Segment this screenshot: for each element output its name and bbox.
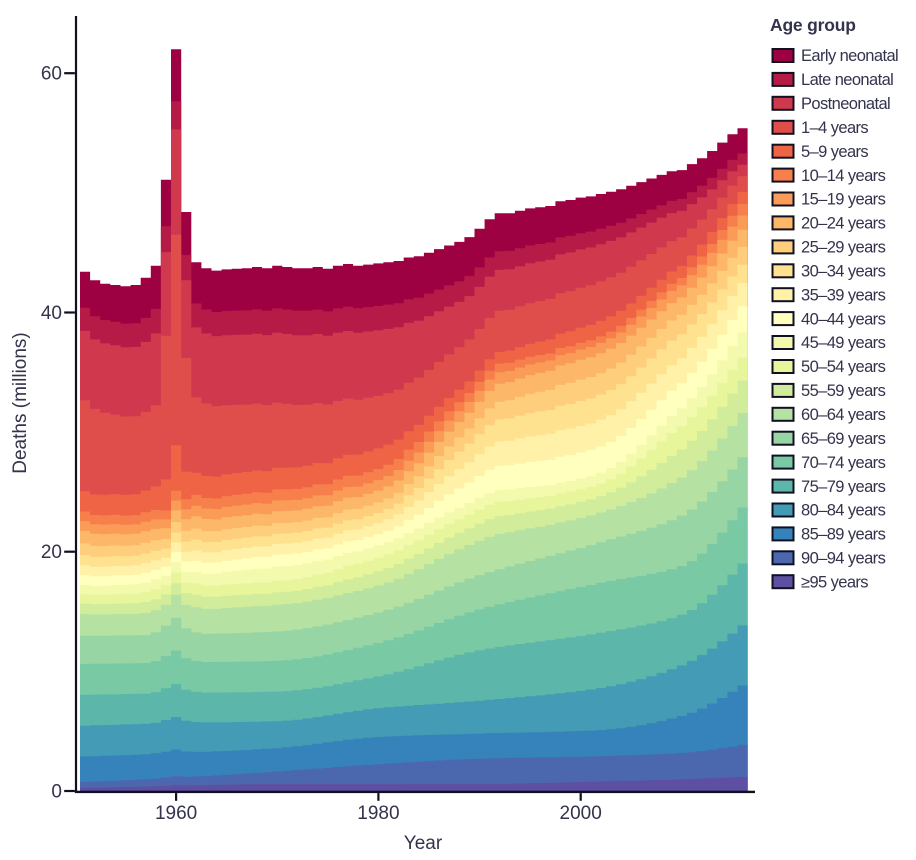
svg-text:10–14 years: 10–14 years	[801, 167, 886, 185]
svg-text:Year: Year	[404, 833, 443, 854]
svg-text:75–79 years: 75–79 years	[801, 478, 886, 496]
svg-text:Deaths (millions): Deaths (millions)	[10, 332, 31, 473]
svg-text:0: 0	[51, 782, 62, 803]
svg-text:90–94 years: 90–94 years	[801, 550, 886, 568]
svg-text:Postneonatal: Postneonatal	[801, 95, 890, 113]
svg-text:60–64 years: 60–64 years	[801, 406, 886, 424]
svg-text:1980: 1980	[357, 803, 399, 824]
svg-text:30–34 years: 30–34 years	[801, 263, 886, 281]
svg-text:80–84 years: 80–84 years	[801, 502, 886, 520]
svg-text:25–29 years: 25–29 years	[801, 239, 886, 257]
svg-text:40: 40	[41, 303, 62, 324]
svg-text:≥95 years: ≥95 years	[801, 573, 868, 591]
svg-text:85–89 years: 85–89 years	[801, 526, 886, 544]
svg-text:Early neonatal: Early neonatal	[801, 47, 898, 65]
svg-text:20–24 years: 20–24 years	[801, 215, 886, 233]
svg-text:45–49 years: 45–49 years	[801, 334, 886, 352]
svg-text:15–19 years: 15–19 years	[801, 191, 886, 209]
svg-text:65–69 years: 65–69 years	[801, 430, 886, 448]
svg-text:50–54 years: 50–54 years	[801, 358, 886, 376]
svg-text:5–9 years: 5–9 years	[801, 143, 868, 161]
svg-text:55–59 years: 55–59 years	[801, 382, 886, 400]
svg-text:1–4 years: 1–4 years	[801, 119, 868, 137]
svg-text:Age group: Age group	[770, 15, 856, 35]
svg-text:1960: 1960	[155, 803, 197, 824]
svg-text:40–44 years: 40–44 years	[801, 310, 886, 328]
svg-text:Late neonatal: Late neonatal	[801, 71, 893, 89]
svg-text:2000: 2000	[560, 803, 602, 824]
svg-text:60: 60	[41, 64, 62, 85]
svg-text:20: 20	[41, 542, 62, 563]
svg-text:70–74 years: 70–74 years	[801, 454, 886, 472]
svg-text:35–39 years: 35–39 years	[801, 286, 886, 304]
